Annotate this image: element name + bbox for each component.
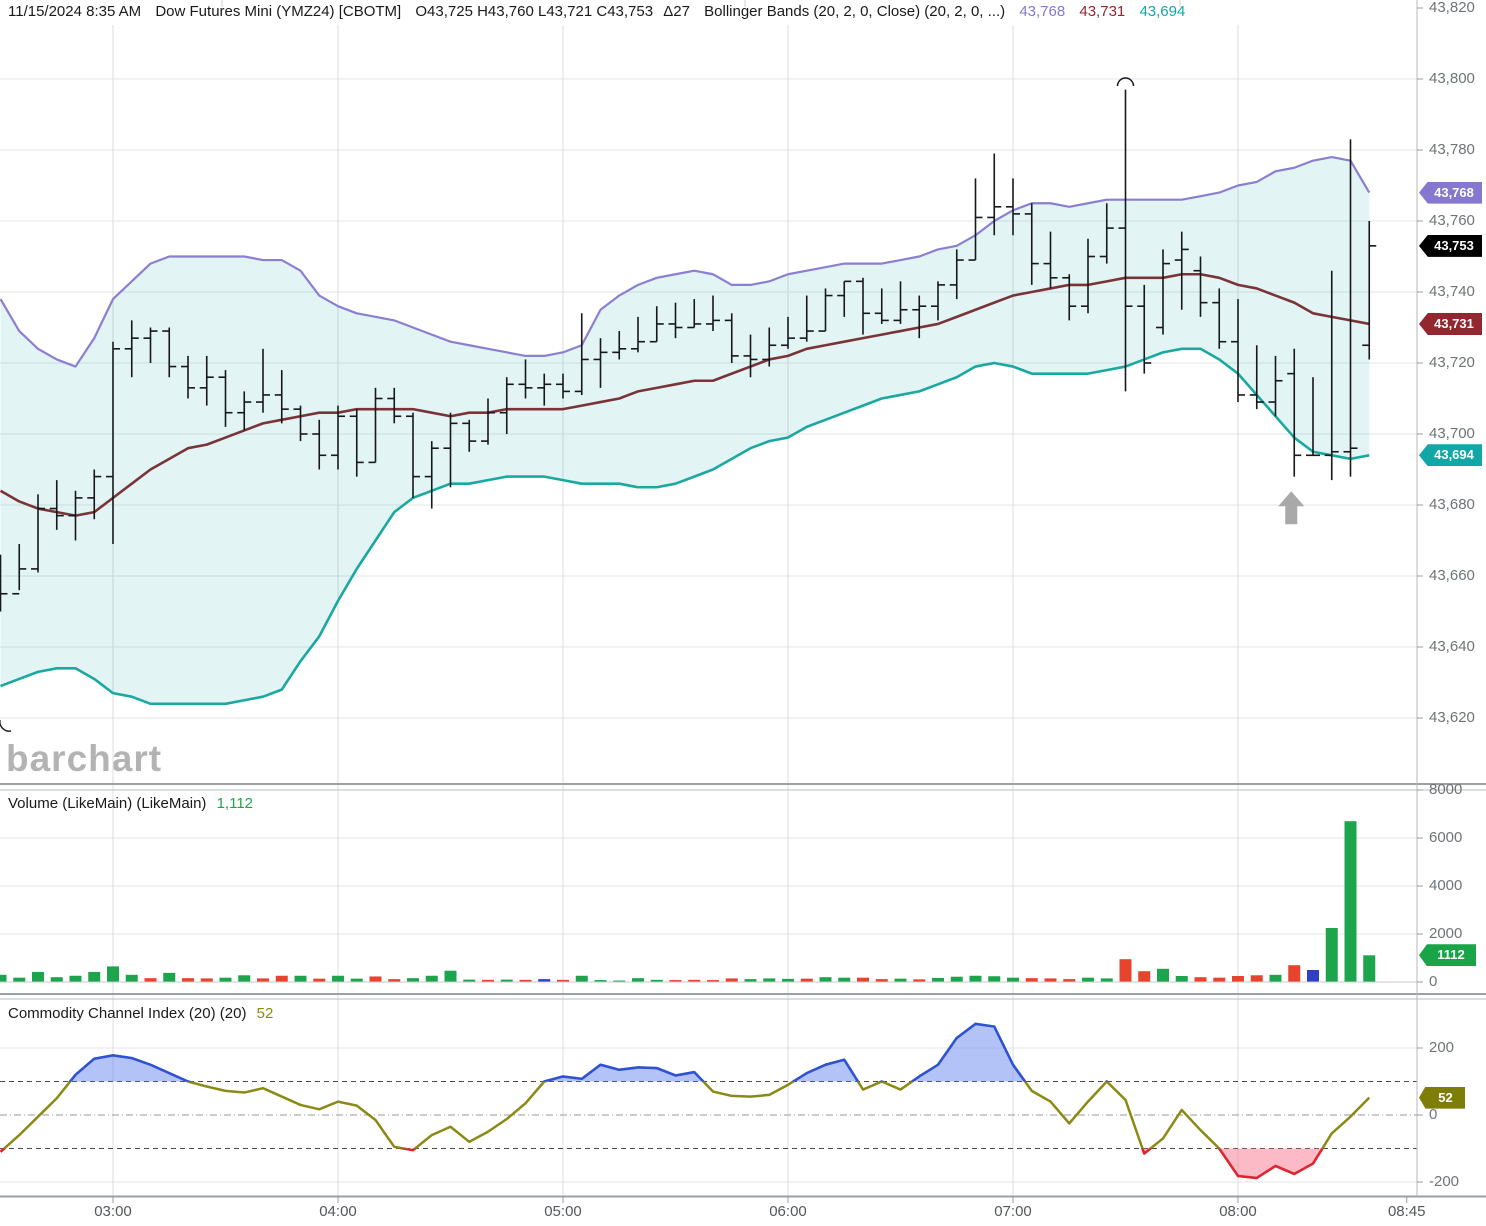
volume-current-value: 1,112 xyxy=(216,795,254,812)
cci-current-value: 52 xyxy=(256,1005,274,1022)
edge-arc-annotation xyxy=(0,720,12,732)
up-arrow-annotation xyxy=(1278,491,1305,525)
cci-study-name[interactable]: Commodity Channel Index (20) (20) xyxy=(8,1005,247,1022)
bollinger-band-fill xyxy=(0,157,1370,704)
bollinger-upper-line xyxy=(0,156,1371,368)
chart-header: 11/15/2024 8:35 AM Dow Futures Mini (YMZ… xyxy=(8,3,1195,20)
spike-arc-annotation xyxy=(1116,77,1135,87)
header-bb-lower-value: 43,694 xyxy=(1139,3,1186,20)
cci-line xyxy=(0,1022,1371,1180)
cci-panel-label: Commodity Channel Index (20) (20) 52 xyxy=(8,1005,279,1022)
bollinger-lower-line xyxy=(0,347,1370,706)
volume-panel-label: Volume (LikeMain) (LikeMain) 1,112 xyxy=(8,795,259,812)
header-ohlc-values: O43,725 H43,760 L43,721 C43,753 xyxy=(415,3,654,20)
header-datetime: 11/15/2024 8:35 AM xyxy=(8,3,142,20)
header-study-label[interactable]: Bollinger Bands (20, 2, 0, Close) (20, 2… xyxy=(704,3,1006,20)
volume-bars xyxy=(0,821,1376,982)
cci-overbought-line xyxy=(68,1022,1109,1082)
header-change-value: Δ27 xyxy=(663,3,690,20)
cci-oversold-fill xyxy=(0,1148,1370,1178)
cci-oversold-line xyxy=(0,1148,1324,1180)
header-symbol-title: Dow Futures Mini (YMZ24) [CBOTM] xyxy=(155,3,402,20)
cci-overbought-fill xyxy=(0,1023,1370,1082)
ohlc-bars xyxy=(0,89,1377,612)
volume-study-name[interactable]: Volume (LikeMain) (LikeMain) xyxy=(8,795,207,812)
bollinger-middle-line xyxy=(0,272,1370,517)
header-bb-upper-value: 43,768 xyxy=(1019,3,1066,20)
header-bb-middle-value: 43,731 xyxy=(1079,3,1126,20)
barchart-watermark: barchart xyxy=(6,738,163,779)
